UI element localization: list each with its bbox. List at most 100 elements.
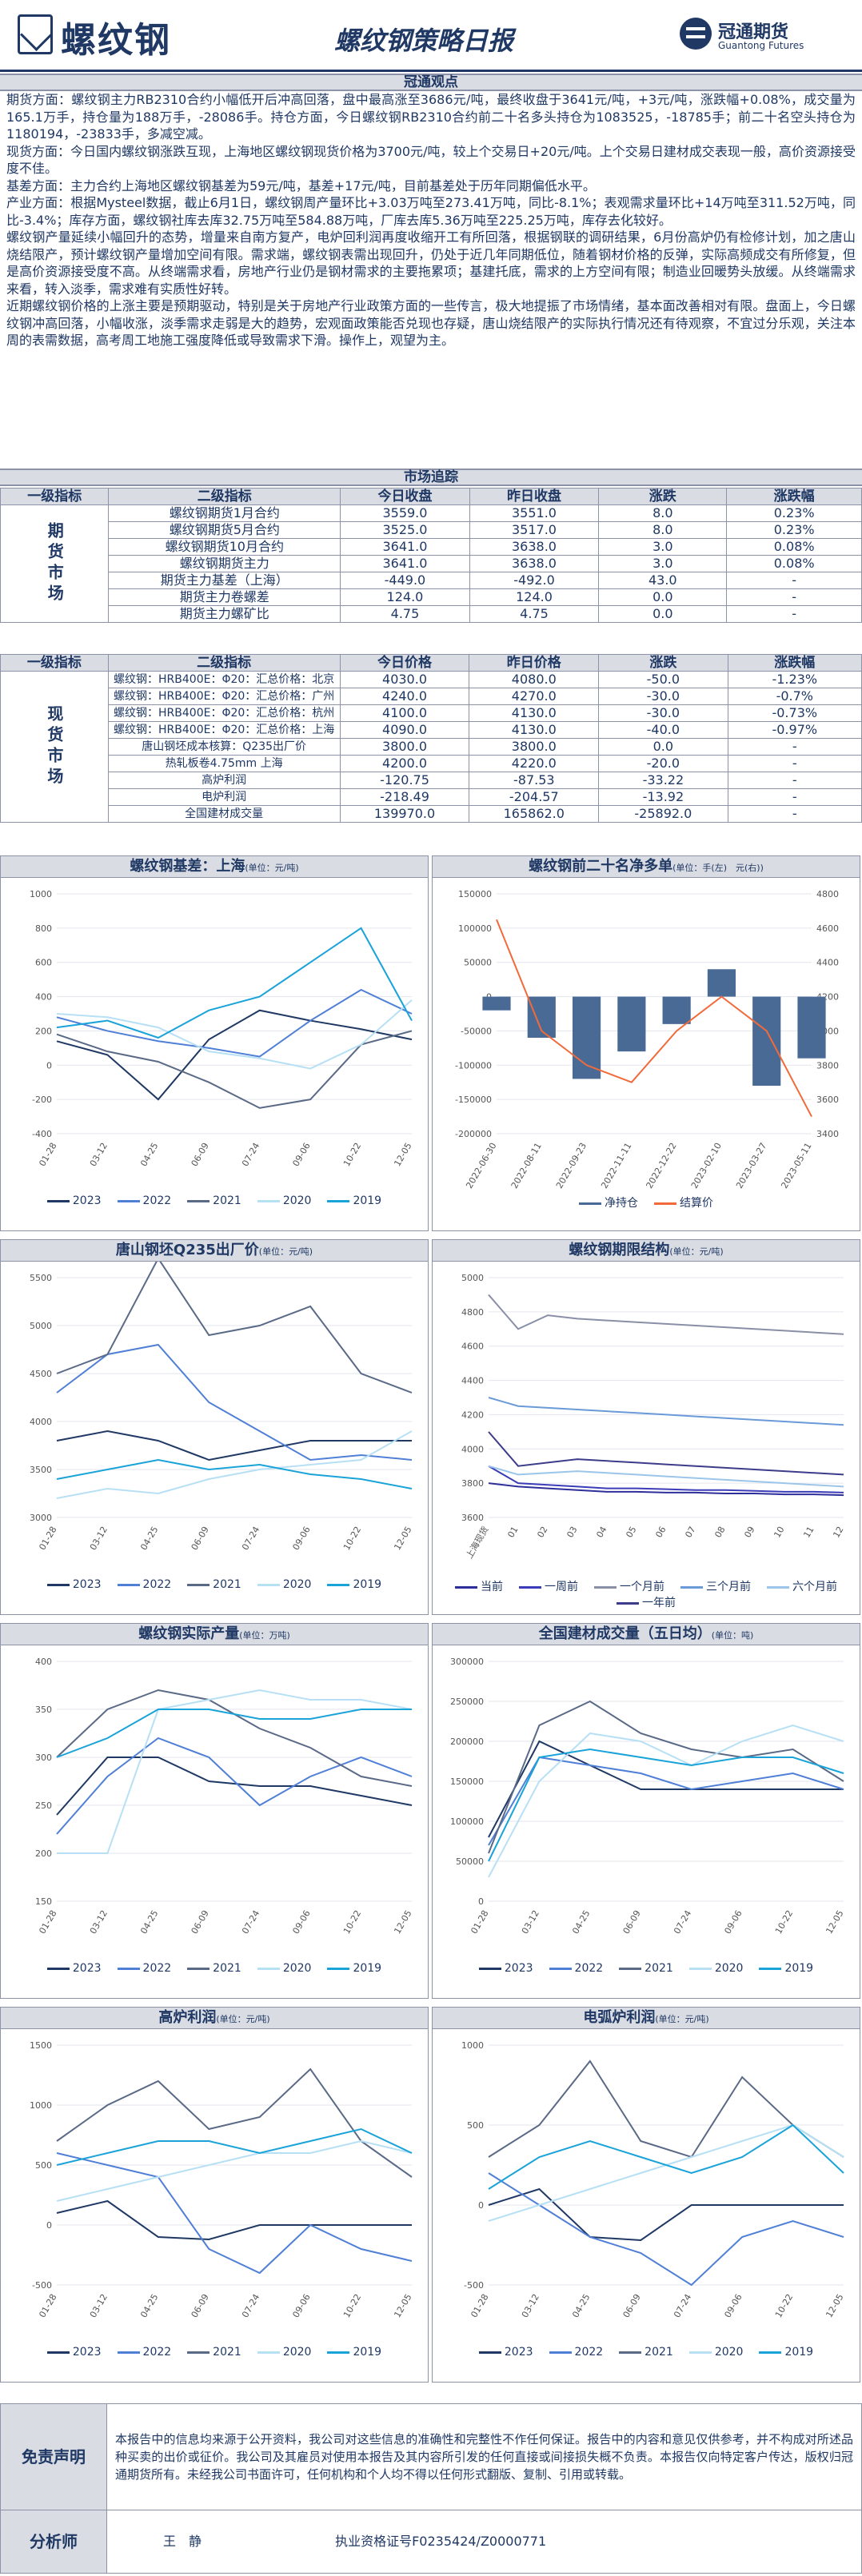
- legend-label: 2021: [213, 1194, 241, 1207]
- analyst-info: 王 静 执业资格证号F0235424/Z0000771: [106, 2510, 862, 2574]
- legend-swatch: [579, 1202, 601, 1205]
- legend-item: 2021: [187, 2346, 241, 2359]
- x-tick-label: 04-25: [138, 1908, 160, 1936]
- spot-cell: 4030.0: [339, 671, 470, 688]
- series-line: [488, 1294, 844, 1335]
- chart-svg: 5500 5000 4500 4000 3500 3000 01-28 03-12 04-25 0…: [30, 1262, 414, 1552]
- spot-row: 高炉利润 -120.75 -87.53 -33.22-: [1, 772, 862, 789]
- spot-header-cell: 二级指标: [107, 654, 341, 672]
- legend-item: 2022: [117, 1578, 171, 1591]
- x-tick-label: 2023-03-27: [734, 1141, 768, 1190]
- legend-swatch: [117, 1583, 140, 1586]
- spot-row: 电炉利润 -218.49 -204.57 -13.92-: [1, 788, 862, 806]
- spot-cell: -13.92: [598, 788, 728, 806]
- spot-cell: -40.0: [598, 721, 728, 739]
- futures-cell: 3.0: [598, 538, 728, 556]
- futures-header-cell: 涨跌: [598, 488, 728, 505]
- chart-panel: 螺纹钢实际产量(单位：万吨) 400 350 300 250 200 150 01-28 03-…: [0, 1623, 429, 1999]
- legend-label: 三个月前: [706, 1581, 751, 1593]
- legend-swatch: [478, 1967, 501, 1970]
- legend-swatch: [117, 2351, 140, 2354]
- series-line: [56, 2199, 412, 2241]
- x-tick-label: 07-24: [240, 1525, 261, 1552]
- futures-row: 期货主力卷螺差 124.0 124.0 0.0-: [1, 588, 862, 606]
- y-tick-label: -200: [32, 1095, 52, 1105]
- spot-cell: 高炉利润: [107, 772, 341, 789]
- series-line: [56, 1262, 413, 1394]
- futures-header-cell: 今日收盘: [340, 488, 470, 505]
- y-tick-label: -100000: [455, 1060, 492, 1071]
- futures-cell: 3559.0: [340, 504, 470, 522]
- legend-swatch: [187, 1199, 210, 1202]
- futures-cell: 螺纹钢期货5月合约: [108, 521, 341, 539]
- x-tick-label: 10-22: [773, 1908, 795, 1936]
- series-line: [56, 1343, 413, 1461]
- series-line: [488, 1465, 844, 1493]
- y-tick-label: 4000: [30, 1417, 52, 1427]
- futures-cell: 期货主力卷螺差: [108, 588, 341, 606]
- x-tick-label: 06-09: [190, 1141, 211, 1168]
- series-line: [56, 1030, 413, 1109]
- company-name-en: Guantong Futures: [718, 40, 804, 51]
- y-tick-label: -500: [464, 2280, 484, 2291]
- y-tick-label: 200000: [450, 1737, 484, 1747]
- y-tick-label: 3000: [30, 1513, 52, 1523]
- legend-label: 2020: [714, 1962, 744, 1975]
- spot-cell: -218.49: [339, 788, 470, 806]
- y-tick-label: 1000: [30, 2100, 52, 2111]
- x-tick-label: 09-06: [722, 1908, 744, 1936]
- x-tick-label: 02: [535, 1525, 549, 1540]
- futures-header-cell: 昨日收盘: [469, 488, 600, 505]
- legend-label: 2022: [142, 2346, 172, 2359]
- legend-item: 一年前: [617, 1594, 676, 1610]
- report-header: 螺纹钢 螺纹钢策略日报 冠通期货 Guantong Futures: [0, 0, 862, 72]
- legend-label: 2019: [353, 1578, 382, 1591]
- series-line: [488, 2060, 844, 2159]
- series-line: [488, 1700, 844, 1854]
- legend-label: 2021: [645, 2346, 673, 2359]
- legend-label: 2022: [574, 2346, 604, 2359]
- y-tick-label: 3500: [30, 1465, 52, 1475]
- series-line: [56, 2127, 413, 2166]
- chart-unit: (单位：吨): [711, 1630, 754, 1641]
- x-tick-label: 09-06: [290, 1141, 312, 1168]
- legend-item: 2019: [759, 2346, 813, 2359]
- futures-cell: 0.23%: [726, 504, 862, 522]
- x-tick-label: 07-24: [672, 1908, 693, 1936]
- legend-item: 2019: [327, 1194, 381, 1207]
- series-line: [488, 1397, 844, 1426]
- futures-cell: 0.0: [598, 605, 728, 623]
- x-tick-label: 09-06: [290, 2292, 312, 2319]
- y-tick-label: -150000: [455, 1095, 492, 1105]
- chart-title: 螺纹钢基差：上海(单位：元/吨): [1, 856, 428, 878]
- disclaimer-label: 免责声明: [0, 2403, 107, 2510]
- legend-label: 2020: [282, 1194, 312, 1207]
- net-position-bar: [617, 996, 646, 1052]
- spot-cell: 4090.0: [339, 721, 470, 739]
- net-position-bar: [752, 996, 781, 1086]
- spot-row: 螺纹钢：HRB400E：Φ20：汇总价格：广州 4240.0 4270.0 -30.0…: [1, 688, 862, 705]
- net-position-bar: [797, 996, 826, 1059]
- y-tick-label: 1500: [30, 2040, 52, 2051]
- x-tick-label: 08: [712, 1525, 727, 1540]
- viewpoint-text: 期货方面：螺纹钢主力RB2310合约小幅低开后冲高回落，盘中最高涨至3686元/…: [6, 91, 856, 467]
- x-tick-label: 01-28: [469, 1908, 490, 1936]
- legend-swatch: [654, 1202, 676, 1205]
- spot-cell: -0.73%: [727, 704, 862, 722]
- y-tick-label: 4000: [461, 1444, 484, 1454]
- chart-unit: (单位：元/吨): [655, 2014, 709, 2024]
- series-line: [56, 988, 413, 1058]
- chart-title-text: 螺纹钢基差：上海: [130, 858, 245, 875]
- futures-cell: 螺纹钢期货1月合约: [108, 504, 341, 522]
- spot-cell: 4200.0: [339, 755, 470, 772]
- legend-item: 2022: [117, 1962, 171, 1975]
- company-name: 冠通期货: [718, 22, 789, 42]
- futures-table: 一级指标 二级指标 今日收盘 昨日收盘 涨跌 涨跌幅 期货市场 螺纹钢期货1月合约 3559.0…: [0, 488, 862, 623]
- legend-item: 2022: [117, 2346, 172, 2359]
- futures-cell: 124.0: [340, 588, 470, 606]
- x-tick-label: 12: [831, 1525, 845, 1540]
- legend-swatch: [680, 1585, 703, 1589]
- legend-swatch: [46, 1199, 70, 1202]
